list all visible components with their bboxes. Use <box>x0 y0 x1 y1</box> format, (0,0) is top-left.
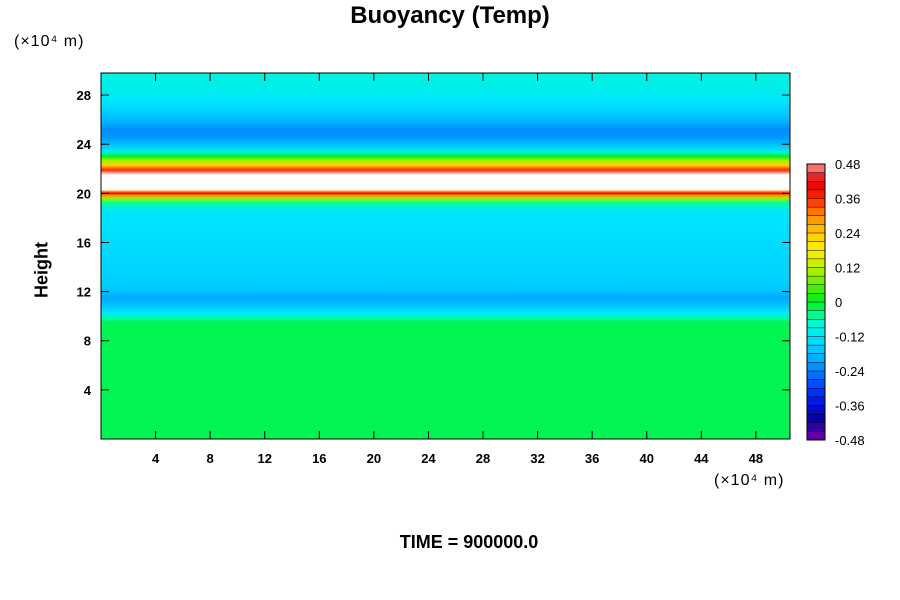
colorbar-band <box>807 431 825 441</box>
colorbar-band <box>807 276 825 286</box>
y-tick-label: 12 <box>77 285 91 300</box>
colorbar-band <box>807 284 825 294</box>
x-tick-label: 16 <box>312 451 326 466</box>
colorbar-band <box>807 422 825 432</box>
colorbar-band <box>807 319 825 329</box>
colorbar-band <box>807 414 825 424</box>
colorbar-tick-label: 0.48 <box>835 157 860 172</box>
chart-title: Buoyancy (Temp) <box>350 2 550 29</box>
y-tick-label: 16 <box>77 235 91 250</box>
colorbar-band <box>807 302 825 312</box>
x-tick-label: 20 <box>367 451 381 466</box>
x-tick-label: 24 <box>421 451 436 466</box>
y-axis-unit: (×10⁴ m) <box>14 33 85 50</box>
time-label: TIME = 900000.0 <box>399 532 539 552</box>
colorbar-band <box>807 396 825 406</box>
colorbar-tick-label: -0.48 <box>835 433 865 448</box>
colorbar-band <box>807 310 825 320</box>
colorbar-band <box>807 189 825 199</box>
colorbar-tick-label: 0.12 <box>835 261 860 276</box>
colorbar-tick-label: -0.36 <box>835 399 865 414</box>
colorbar-band <box>807 405 825 415</box>
colorbar-band <box>807 172 825 182</box>
colorbar-tick-label: -0.12 <box>835 330 865 345</box>
colorbar-band <box>807 198 825 208</box>
x-ticks: 4 8 12 16 20 24 28 32 36 40 44 48 <box>152 73 763 466</box>
x-tick-label: 44 <box>694 451 709 466</box>
y-tick-label: 4 <box>84 383 92 398</box>
colorbar-tick-label: 0.24 <box>835 226 860 241</box>
y-ticks: 4 8 12 16 20 24 28 <box>77 88 790 398</box>
colorbar-band <box>807 233 825 243</box>
colorbar-band <box>807 267 825 277</box>
x-axis-unit: (×10⁴ m) <box>714 472 785 489</box>
x-tick-label: 32 <box>530 451 544 466</box>
x-tick-label: 4 <box>152 451 160 466</box>
colorbar-band <box>807 215 825 225</box>
x-tick-label: 8 <box>207 451 214 466</box>
x-tick-label: 48 <box>749 451 763 466</box>
colorbar-band <box>807 241 825 251</box>
colorbar-frame <box>806 163 826 441</box>
y-tick-label: 28 <box>77 88 91 103</box>
colorbar-band <box>807 371 825 381</box>
x-tick-label: 36 <box>585 451 599 466</box>
heatmap-field <box>101 73 790 439</box>
colorbar: 0.48 0.36 0.24 0.12 0 -0.12 -0.24 -0.36 -0.48 <box>806 157 865 448</box>
x-tick-label: 12 <box>257 451 271 466</box>
x-tick-label: 40 <box>640 451 654 466</box>
colorbar-band <box>807 327 825 337</box>
colorbar-band <box>807 353 825 363</box>
colorbar-band <box>807 345 825 355</box>
colorbar-band <box>807 379 825 389</box>
colorbar-band <box>807 388 825 398</box>
y-tick-label: 8 <box>84 334 91 349</box>
y-tick-label: 20 <box>77 186 91 201</box>
plot-frame <box>100 72 791 440</box>
colorbar-tick-label: 0.36 <box>835 192 860 207</box>
colorbar-band <box>807 207 825 217</box>
colorbar-band <box>807 293 825 303</box>
colorbar-band <box>807 164 825 174</box>
colorbar-band <box>807 250 825 260</box>
colorbar-band <box>807 224 825 234</box>
y-tick-label: 24 <box>77 137 92 152</box>
colorbar-band <box>807 362 825 372</box>
x-tick-label: 28 <box>476 451 490 466</box>
colorbar-band <box>807 336 825 346</box>
colorbar-band <box>807 258 825 268</box>
colorbar-band <box>807 181 825 191</box>
colorbar-tick-label: -0.24 <box>835 364 865 379</box>
colorbar-tick-label: 0 <box>835 295 842 310</box>
